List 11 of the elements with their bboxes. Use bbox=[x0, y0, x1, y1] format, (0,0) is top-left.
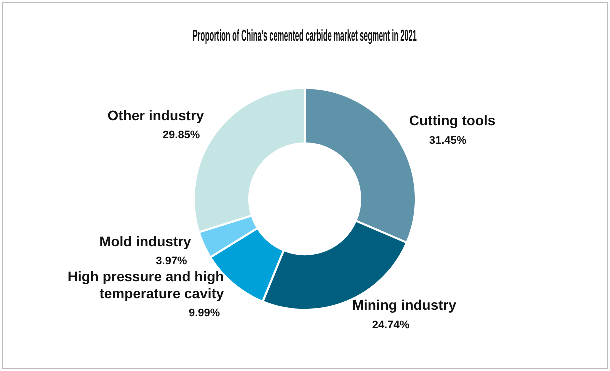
slice-label: Mold industry bbox=[100, 234, 192, 250]
data-label: 31.45% bbox=[429, 134, 467, 147]
data-label: 29.85% bbox=[162, 130, 200, 142]
slice-label: Mining industry bbox=[352, 297, 457, 314]
chart-title: Proportion of China's cemented carbide market segment in 2021 bbox=[193, 26, 417, 45]
data-label: 3.97% bbox=[156, 256, 188, 268]
slice-label: High pressure and high temperature cavity bbox=[68, 268, 224, 302]
data-label: 9.99% bbox=[189, 308, 220, 320]
slice-label: Other industry bbox=[108, 108, 204, 124]
slice-label: Cutting tools bbox=[409, 112, 496, 129]
data-label: 24.74% bbox=[372, 319, 410, 332]
